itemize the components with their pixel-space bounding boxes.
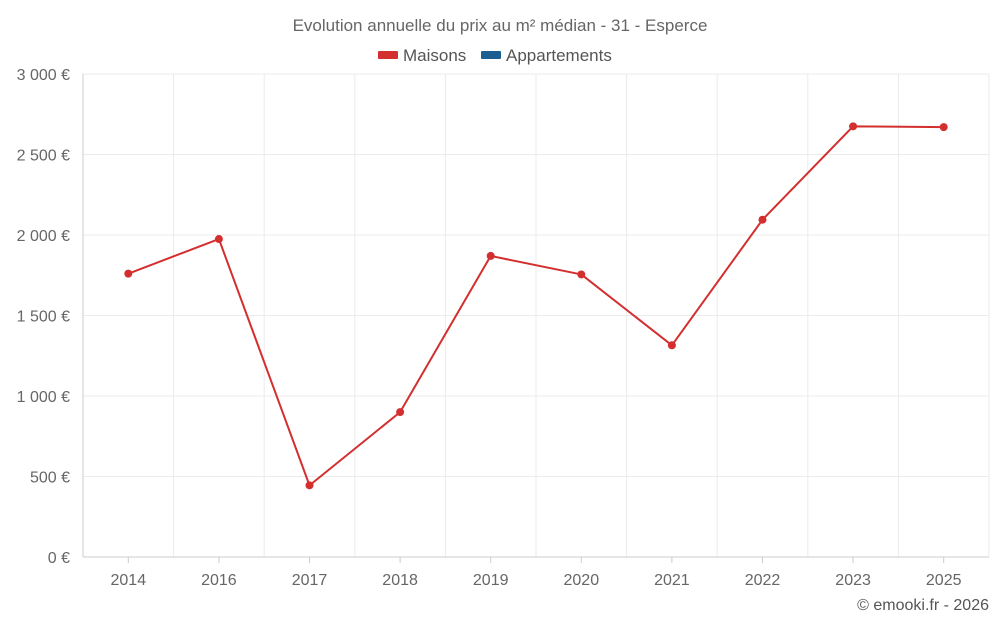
x-tick-label: 2022 <box>745 572 781 589</box>
legend-label-maisons: Maisons <box>403 46 466 65</box>
x-tick-label: 2014 <box>111 572 147 589</box>
x-tick-label: 2023 <box>835 572 871 589</box>
y-tick-label: 500 € <box>30 470 70 487</box>
data-point[interactable] <box>214 235 223 244</box>
x-tick-label: 2025 <box>926 572 962 589</box>
x-tick-label: 2016 <box>201 572 237 589</box>
chart-title: Evolution annuelle du prix au m² médian … <box>293 16 708 35</box>
data-point[interactable] <box>486 251 495 260</box>
y-tick-label: 1 500 € <box>17 309 70 326</box>
x-tick-label: 2018 <box>382 572 418 589</box>
data-point[interactable] <box>758 215 767 224</box>
x-tick-label: 2017 <box>292 572 328 589</box>
legend[interactable]: Maisons Appartements <box>378 46 612 65</box>
data-point[interactable] <box>305 481 314 490</box>
data-point[interactable] <box>667 341 676 350</box>
y-tick-label: 2 500 € <box>17 148 70 165</box>
x-tick-label: 2021 <box>654 572 690 589</box>
legend-swatch-appartements <box>481 51 501 59</box>
x-tick-label: 2019 <box>473 572 509 589</box>
x-tick-label: 2020 <box>564 572 600 589</box>
data-point[interactable] <box>577 270 586 279</box>
y-tick-label: 1 000 € <box>17 389 70 406</box>
legend-label-appartements: Appartements <box>506 46 612 65</box>
y-tick-label: 2 000 € <box>17 228 70 245</box>
x-axis: 2014 2016 2017 2018 2019 2020 2021 2022 2023 2025 <box>83 556 989 589</box>
credit-text: © emooki.fr - 2026 <box>857 597 989 614</box>
data-point[interactable] <box>124 269 133 278</box>
series-line-maisons <box>127 125 944 487</box>
data-point[interactable] <box>939 123 948 132</box>
data-point[interactable] <box>396 408 405 417</box>
y-tick-label: 3 000 € <box>17 67 70 84</box>
data-point[interactable] <box>849 122 858 131</box>
legend-item-appartements[interactable]: Appartements <box>481 46 612 65</box>
grid <box>82 73 990 557</box>
legend-swatch-maisons <box>378 51 398 59</box>
series-maisons <box>124 122 948 490</box>
y-tick-label: 0 € <box>48 550 70 567</box>
y-axis: 0 € 500 € 1 000 € 1 500 € 2 000 € 2 500 € 3 00… <box>17 67 70 567</box>
legend-item-maisons[interactable]: Maisons <box>378 46 466 65</box>
